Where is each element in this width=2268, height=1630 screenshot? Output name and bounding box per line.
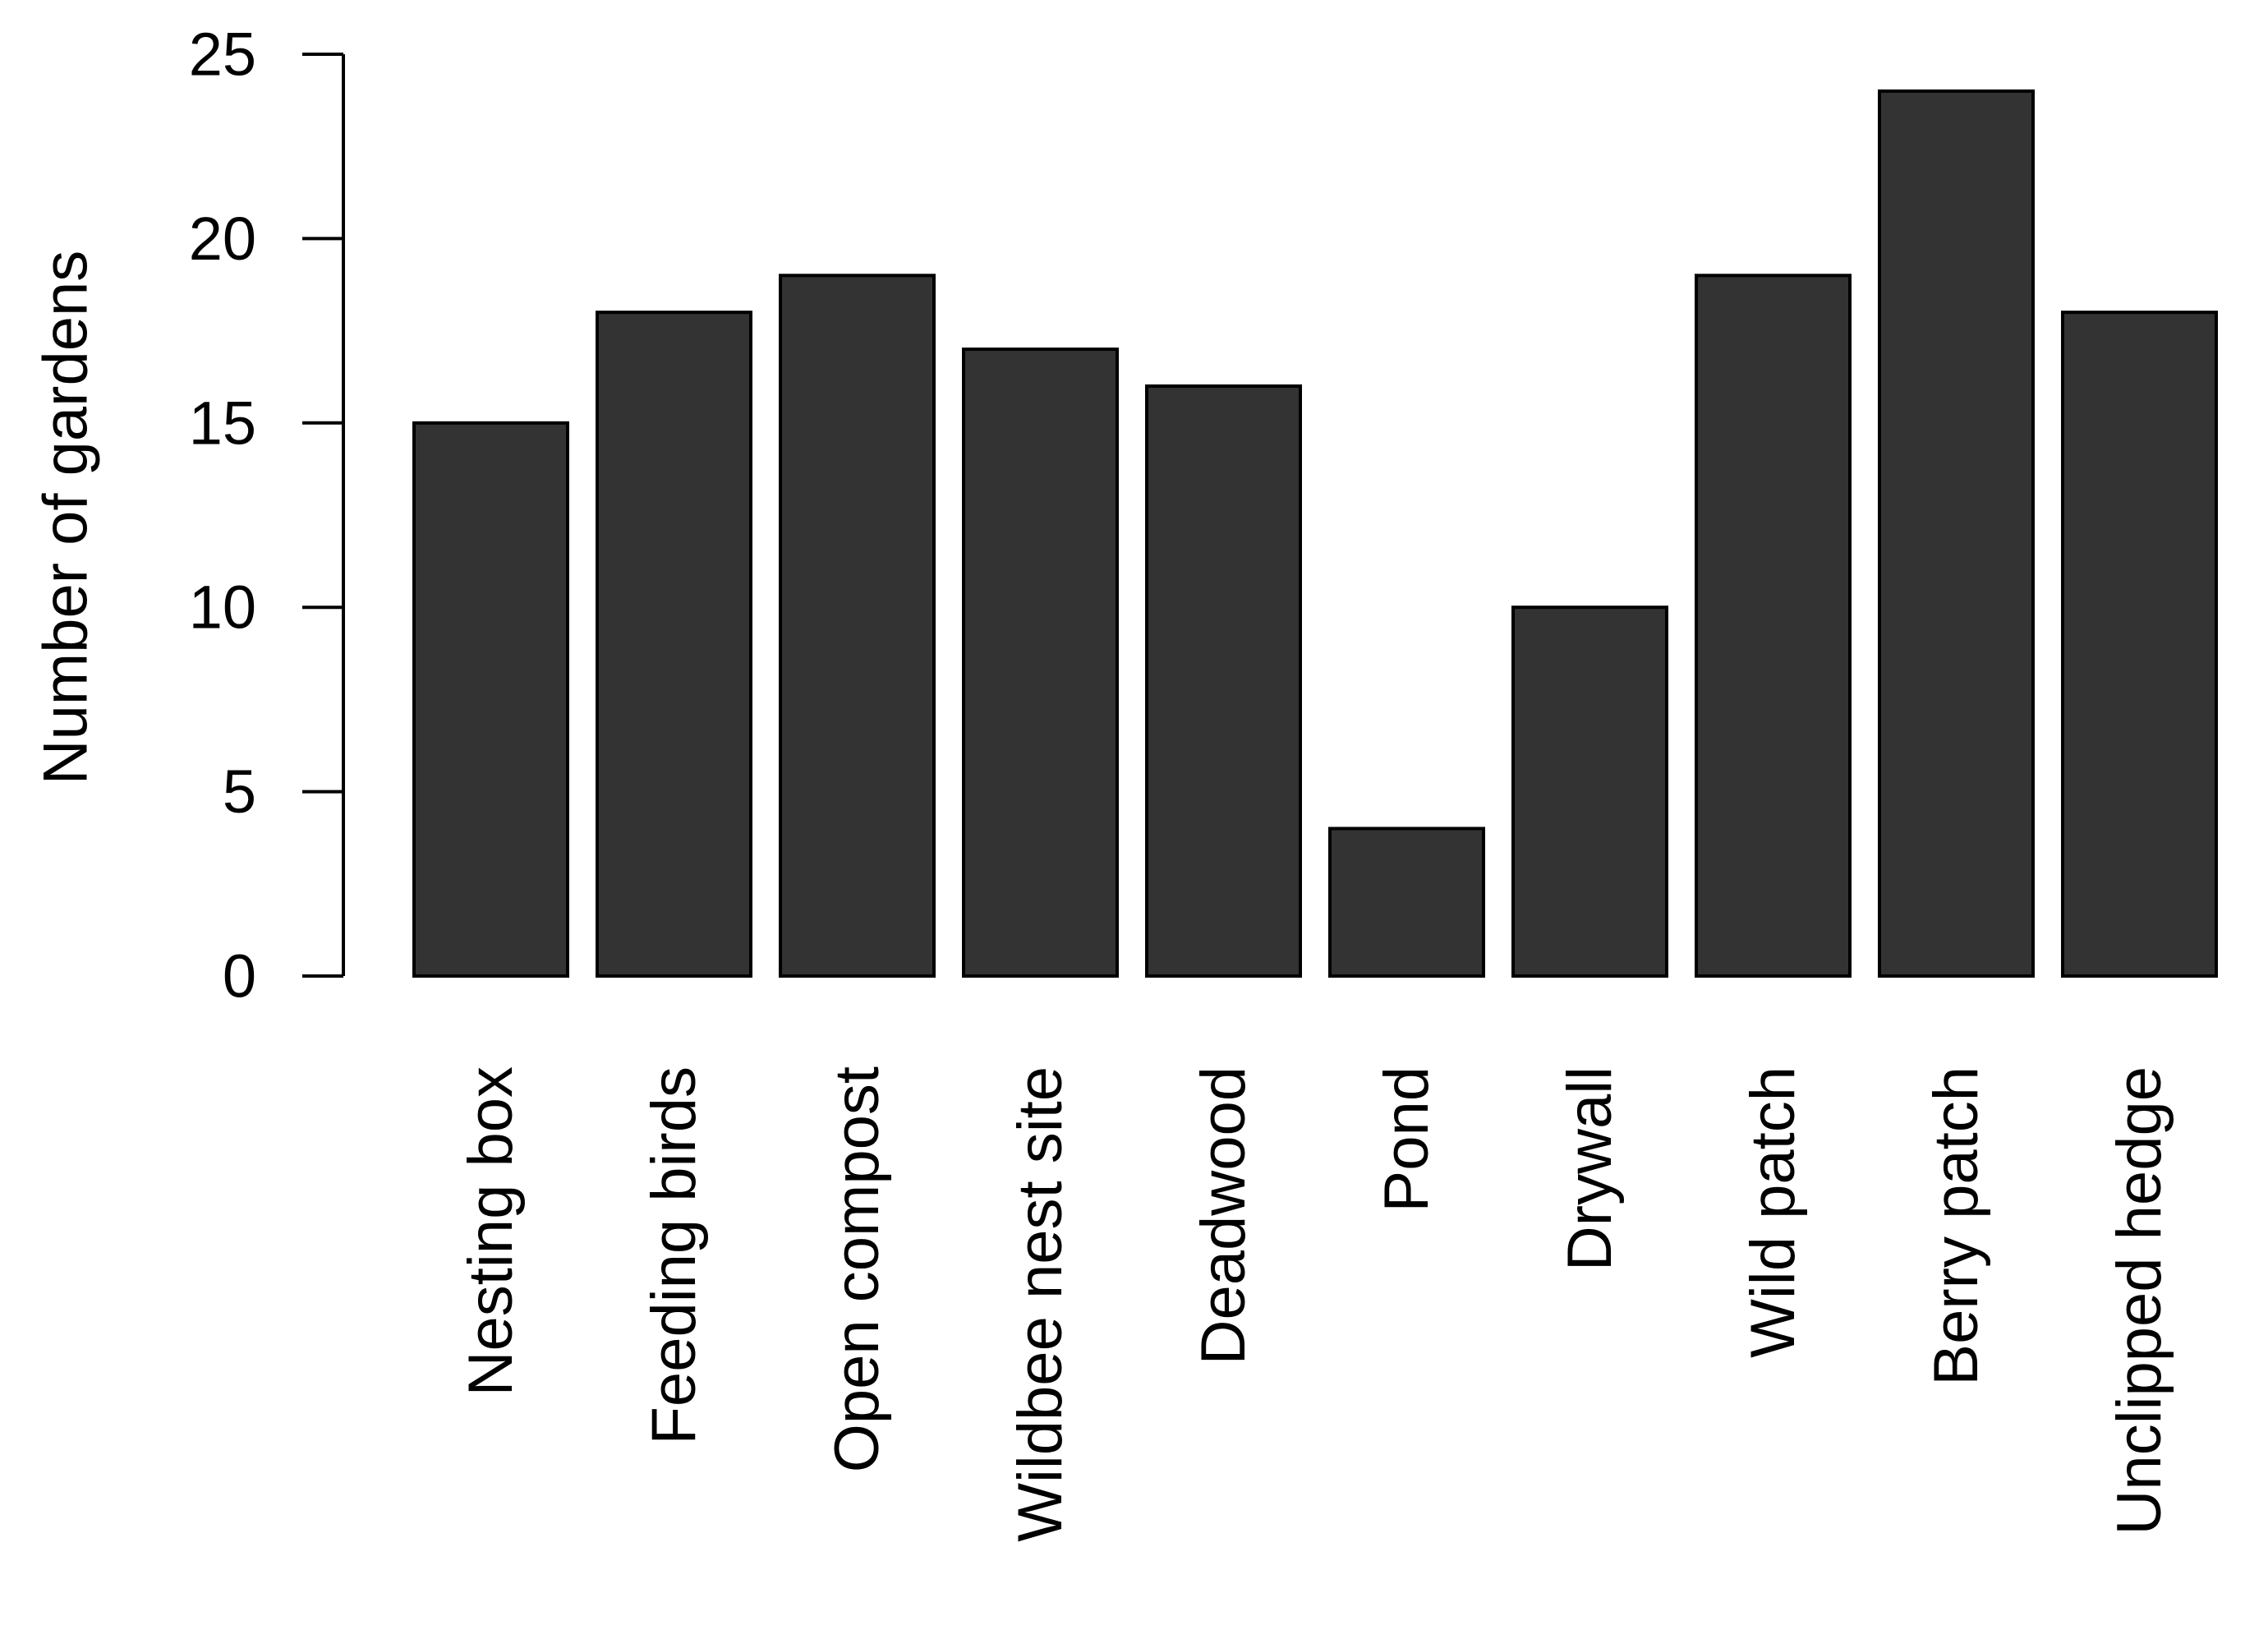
y-tick-label: 15	[189, 389, 256, 457]
bar	[596, 311, 752, 978]
category-label: Drywall	[1555, 1066, 1625, 1271]
category-labels: Nesting box Feeding birds Open compost Wild…	[456, 1066, 2174, 1542]
category-label: Unclipped hedge	[2105, 1066, 2174, 1535]
category-label: Deadwood	[1189, 1066, 1258, 1365]
bar	[1878, 89, 2035, 978]
category-label: Wild patch	[1738, 1066, 1808, 1358]
y-tick-label: 10	[189, 573, 256, 642]
category-label: Open compost	[822, 1066, 892, 1472]
y-tick-label: 25	[189, 21, 256, 89]
y-tick-label: 20	[189, 205, 256, 273]
y-axis-title: Number of gardens	[31, 251, 101, 785]
bar	[779, 274, 936, 978]
category-label: Nesting box	[456, 1066, 526, 1396]
category-label: Berry patch	[1921, 1066, 1991, 1386]
category-label: Wildbee nest site	[1005, 1066, 1075, 1542]
bar	[2061, 311, 2218, 978]
bar	[962, 348, 1119, 978]
bar	[1511, 605, 1668, 978]
bars	[412, 89, 2218, 978]
y-tick-label: 5	[223, 757, 256, 826]
y-tick-label: 0	[223, 942, 256, 1011]
category-label: Feeding birds	[639, 1066, 709, 1445]
bar	[412, 421, 569, 978]
y-ticks: 0 5 10 15 20 25	[189, 21, 343, 1011]
bar	[1695, 274, 1852, 978]
y-axis: 0 5 10 15 20 25	[189, 21, 345, 1011]
bar	[1145, 384, 1302, 978]
bar	[1328, 827, 1485, 978]
category-label: Pond	[1372, 1066, 1442, 1213]
